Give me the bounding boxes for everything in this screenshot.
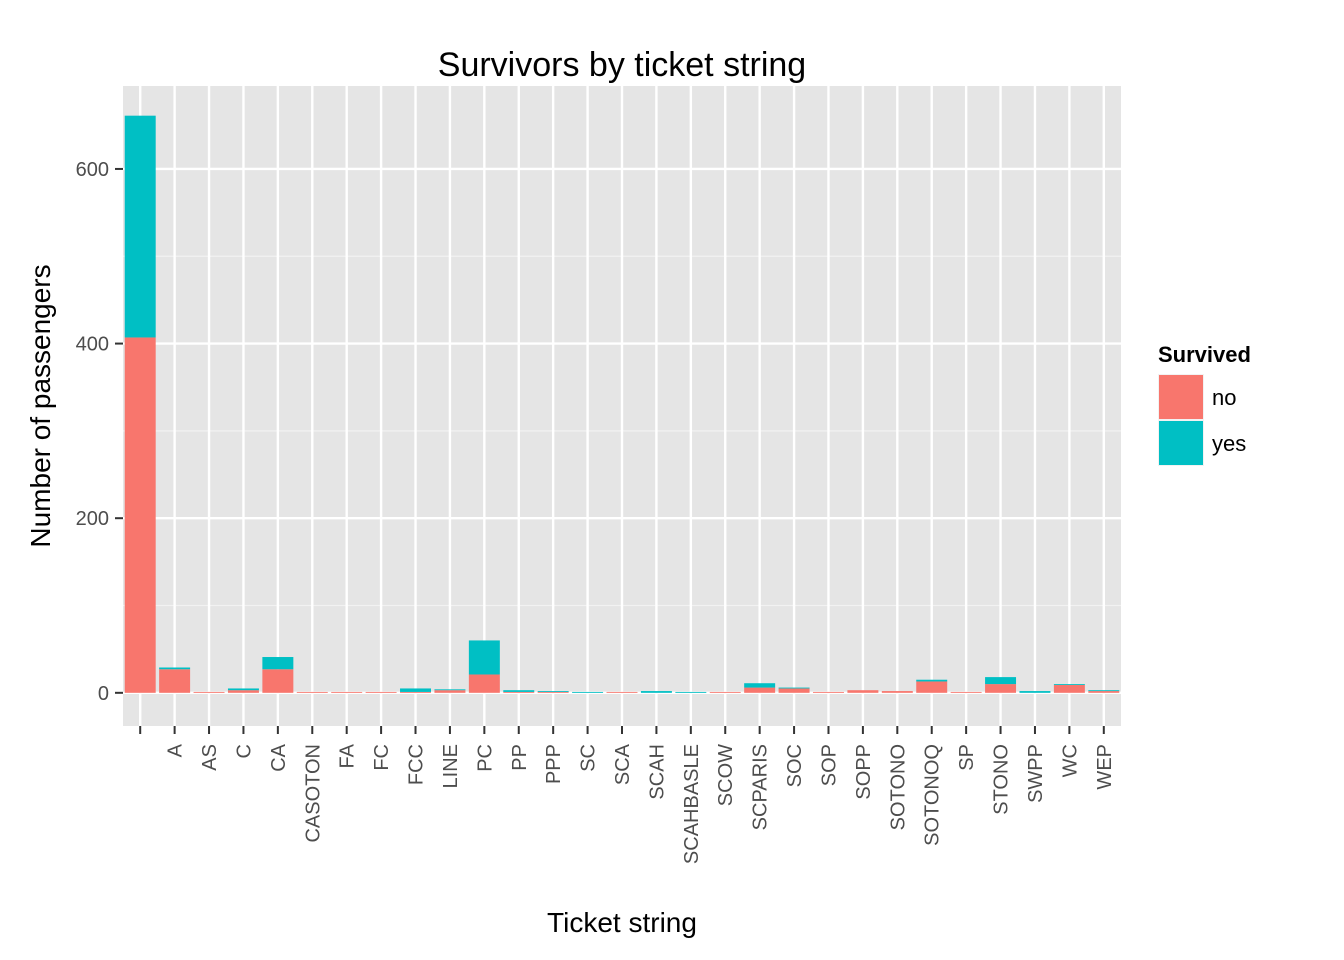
bar-no (744, 687, 776, 693)
bar-no (1088, 691, 1120, 693)
bar-yes (744, 683, 776, 688)
x-tick-label: SOTONO (887, 744, 909, 830)
x-tick-label: SOC (784, 744, 806, 787)
bar-yes (1053, 684, 1085, 685)
x-tick-label: SC (578, 744, 600, 772)
bar-yes (468, 640, 500, 675)
bar-no (503, 691, 535, 693)
y-axis-title: Number of passengers (25, 264, 56, 547)
bar-no (400, 691, 432, 693)
bar-no (812, 691, 844, 693)
bar-no (709, 691, 741, 693)
x-tick-label: AS (199, 744, 221, 771)
bar-no (537, 691, 569, 693)
x-tick-label: CA (268, 743, 290, 771)
bar-no (296, 691, 328, 693)
bar-no (606, 691, 638, 693)
x-tick-label: PP (509, 744, 531, 771)
y-axis: 0 200 400 600 (76, 159, 123, 705)
bar-no (468, 674, 500, 693)
y-tick-label: 600 (76, 159, 109, 181)
y-tick-label: 200 (76, 508, 109, 530)
bar-no (916, 681, 948, 693)
bar-yes (503, 690, 535, 692)
x-tick-label: SCAHBASLE (681, 744, 703, 864)
x-tick-label: CASOTON (302, 744, 324, 843)
x-tick-label: A (165, 743, 187, 757)
bar-yes (1019, 691, 1051, 693)
bar-yes (262, 657, 294, 670)
x-tick-label: SCPARIS (750, 744, 772, 830)
bar-no (847, 690, 879, 693)
bar-yes (434, 689, 466, 691)
legend-swatch-yes (1159, 421, 1203, 465)
bar-no (193, 691, 225, 693)
bar-yes (675, 691, 707, 693)
bar-yes (572, 691, 604, 693)
x-tick-label: SCOW (715, 744, 737, 806)
bar-yes (537, 691, 569, 692)
x-tick-label: SOPP (853, 744, 875, 800)
bar-no (1053, 684, 1085, 693)
x-tick-label: PPP (543, 744, 565, 784)
bars (124, 115, 1120, 693)
legend: Survived no yes (1158, 342, 1251, 466)
y-tick-label: 400 (76, 334, 109, 356)
x-tick-label: C (233, 744, 255, 758)
x-axis: A AS C CA CASOTON FA FC FCC LINE PC PP PPP SC SCA SCAH… (139, 726, 1116, 864)
legend-label-yes: yes (1212, 431, 1246, 456)
x-tick-label: PC (474, 744, 496, 772)
bar-yes (916, 679, 948, 682)
bar-yes (778, 687, 810, 689)
x-tick-label: SOTONOQ (922, 744, 944, 846)
bar-no (434, 690, 466, 693)
legend-label-no: no (1212, 385, 1236, 410)
x-tick-label: FC (371, 744, 393, 771)
bar-no (124, 337, 156, 693)
bar-yes (400, 688, 432, 692)
x-tick-label: SCA (612, 743, 634, 785)
x-axis-title: Ticket string (547, 907, 697, 938)
bar-no (365, 691, 397, 693)
x-tick-label: SWPP (1025, 744, 1047, 803)
x-tick-label: LINE (440, 744, 462, 788)
x-tick-label: STONO (991, 744, 1013, 815)
legend-swatch-no (1159, 375, 1203, 419)
x-tick-label: WEP (1094, 744, 1116, 790)
x-tick-label: FCC (406, 744, 428, 785)
bar-no (950, 691, 982, 693)
chart-title: Survivors by ticket string (438, 46, 806, 84)
x-tick-label: SOP (818, 744, 840, 786)
bar-no (262, 669, 294, 693)
bar-yes (640, 691, 672, 693)
bar-no (985, 684, 1017, 693)
bar-no (778, 688, 810, 693)
grid-lines (123, 86, 1121, 726)
bar-no (159, 669, 191, 693)
x-tick-label: SCAH (646, 744, 668, 800)
bar-yes (124, 115, 156, 338)
x-tick-label: WC (1059, 744, 1081, 777)
bar-yes (159, 667, 191, 670)
bar-no (227, 690, 259, 693)
x-tick-label: SP (956, 744, 978, 771)
bar-yes (985, 677, 1017, 685)
bar-yes (1088, 690, 1120, 692)
x-tick-label: FA (337, 743, 359, 768)
y-tick-label: 0 (98, 683, 109, 705)
bar-no (881, 691, 913, 693)
bar-yes (227, 688, 259, 691)
legend-title: Survived (1158, 342, 1251, 367)
bar-no (331, 691, 363, 693)
